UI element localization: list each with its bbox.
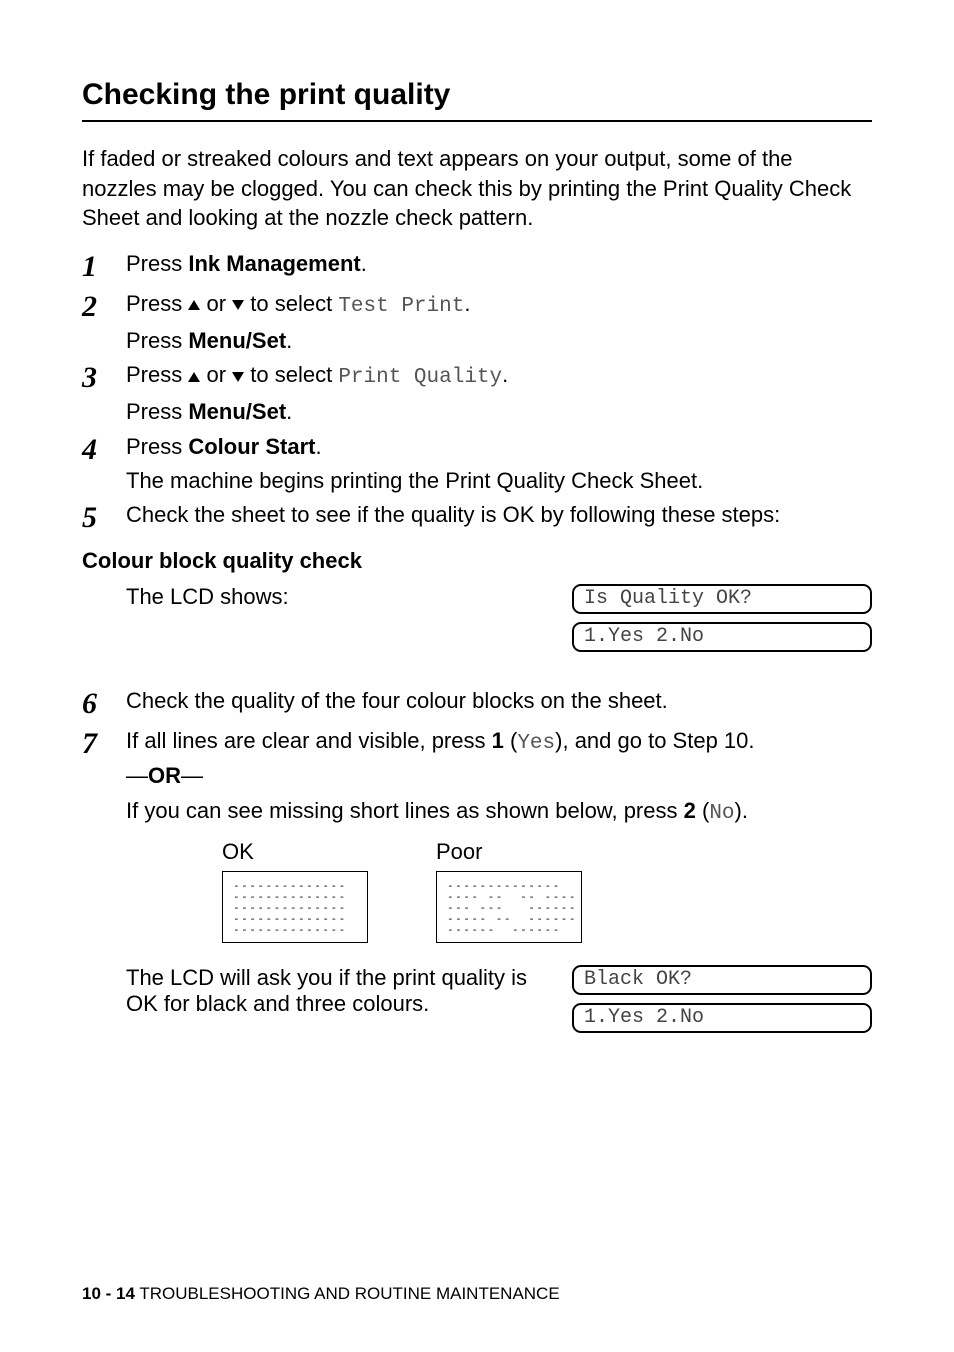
text: . <box>361 251 367 276</box>
down-arrow-icon <box>232 372 244 382</box>
text: Press <box>126 399 188 424</box>
step-3: 3 Press or to select Print Quality. Pres… <box>82 360 872 427</box>
dash-row: ------ ------ <box>447 924 571 935</box>
step-number: 1 <box>82 249 126 285</box>
text: If all lines are clear and visible, pres… <box>126 728 492 753</box>
text: ( <box>504 728 517 753</box>
page-number: 10 - 14 <box>82 1284 135 1303</box>
down-arrow-icon <box>232 300 244 310</box>
lcd-box-group: Black OK? 1.Yes 2.No <box>572 965 872 1041</box>
text: or <box>200 291 232 316</box>
lcd-display-row: The LCD will ask you if the print qualit… <box>126 965 872 1041</box>
step-1: 1 Press Ink Management. <box>82 249 872 285</box>
text: . <box>286 328 292 353</box>
text: If you can see missing short lines as sh… <box>126 798 684 823</box>
step-4: 4 Press Colour Start. The machine begins… <box>82 432 872 497</box>
lcd-option: No <box>709 802 734 825</box>
button-label: Menu/Set <box>188 399 286 424</box>
step-number: 5 <box>82 500 126 536</box>
lcd-display-row: The LCD shows: Is Quality OK? 1.Yes 2.No <box>126 584 872 660</box>
page-footer: 10 - 14 TROUBLESHOOTING AND ROUTINE MAIN… <box>82 1284 560 1304</box>
text: Press <box>126 434 188 459</box>
text: Check the quality of the four colour blo… <box>126 686 872 716</box>
button-label: Ink Management <box>188 251 360 276</box>
text: Check the sheet to see if the quality is… <box>126 500 872 530</box>
chapter-title: TROUBLESHOOTING AND ROUTINE MAINTENANCE <box>135 1284 560 1303</box>
subheading: Colour block quality check <box>82 548 872 574</box>
key-label: 2 <box>684 798 696 823</box>
text: . <box>315 434 321 459</box>
text: Press <box>126 328 188 353</box>
pattern-poor: Poor -------------- ---- -- -- ---- --- … <box>436 839 582 943</box>
step-number: 7 <box>82 726 126 762</box>
text: The machine begins printing the Print Qu… <box>126 466 872 496</box>
pattern-box: -------------- ---- -- -- ---- --- --- -… <box>436 871 582 943</box>
step-number: 4 <box>82 432 126 468</box>
or-label: OR <box>148 763 181 788</box>
text: — <box>126 763 148 788</box>
key-label: 1 <box>492 728 504 753</box>
pattern-label: Poor <box>436 839 582 865</box>
intro-paragraph: If faded or streaked colours and text ap… <box>82 144 872 233</box>
text: Press <box>126 362 188 387</box>
pattern-comparison: OK -------------- -------------- -------… <box>222 839 872 943</box>
section-title: Checking the print quality <box>82 78 872 122</box>
text: Press <box>126 251 188 276</box>
pattern-label: OK <box>222 839 368 865</box>
up-arrow-icon <box>188 372 200 382</box>
text: ( <box>696 798 709 823</box>
text: — <box>181 763 203 788</box>
lcd-option: Yes <box>517 732 555 755</box>
step-number: 6 <box>82 686 126 722</box>
lcd-caption: The LCD will ask you if the print qualit… <box>126 965 572 1017</box>
lcd-caption: The LCD shows: <box>126 584 572 610</box>
step-6: 6 Check the quality of the four colour b… <box>82 686 872 722</box>
button-label: Menu/Set <box>188 328 286 353</box>
lcd-option: Print Quality <box>338 366 502 389</box>
pattern-box: -------------- -------------- ----------… <box>222 871 368 943</box>
text: to select <box>244 291 338 316</box>
lcd-line: Is Quality OK? <box>572 584 872 614</box>
step-number: 2 <box>82 289 126 325</box>
dash-row: -------------- <box>233 924 357 935</box>
text: ). <box>735 798 748 823</box>
step-5: 5 Check the sheet to see if the quality … <box>82 500 872 536</box>
button-label: Colour Start <box>188 434 315 459</box>
lcd-box-group: Is Quality OK? 1.Yes 2.No <box>572 584 872 660</box>
text: to select <box>244 362 338 387</box>
lcd-option: Test Print <box>338 295 464 318</box>
text: ), and go to Step 10. <box>555 728 754 753</box>
pattern-ok: OK -------------- -------------- -------… <box>222 839 368 943</box>
text: . <box>286 399 292 424</box>
text: or <box>200 362 232 387</box>
lcd-line: Black OK? <box>572 965 872 995</box>
step-2: 2 Press or to select Test Print. Press M… <box>82 289 872 356</box>
lcd-line: 1.Yes 2.No <box>572 1003 872 1033</box>
lcd-line: 1.Yes 2.No <box>572 622 872 652</box>
text: . <box>502 362 508 387</box>
text: Press <box>126 291 188 316</box>
text: . <box>464 291 470 316</box>
step-number: 3 <box>82 360 126 396</box>
up-arrow-icon <box>188 300 200 310</box>
step-7: 7 If all lines are clear and visible, pr… <box>82 726 872 828</box>
